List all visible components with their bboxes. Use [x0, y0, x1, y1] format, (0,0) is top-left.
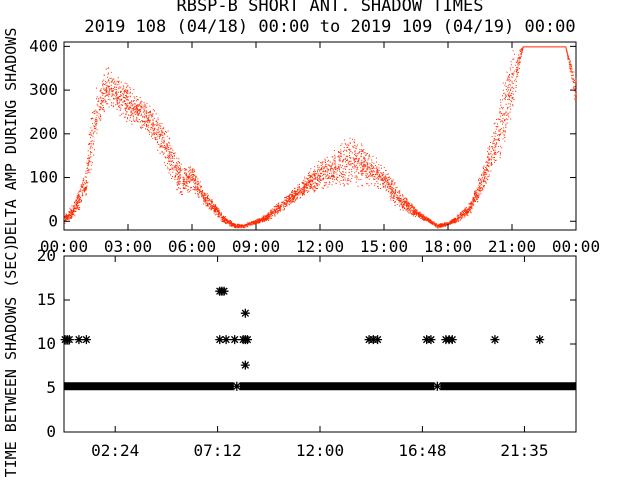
top-y-tick-label: 400	[29, 36, 58, 55]
bottom-x-tick-label: 21:35	[500, 441, 548, 460]
shadow-interval-point	[432, 381, 442, 391]
bottom-panel-frame	[63, 255, 577, 433]
bottom-x-tick-label: 12:00	[296, 441, 344, 460]
bottom-y-tick-label: 5	[46, 378, 56, 397]
shadow-interval-point	[219, 286, 229, 296]
top-x-tick-label: 06:00	[168, 237, 216, 256]
shadow-interval-point	[240, 360, 250, 370]
shadow-interval-point	[221, 335, 231, 345]
bottom-panel: 02:24 07:12 12:00 16:48 21:35 0 5 10 15 20 TIME B…	[2, 243, 577, 478]
top-x-tick-label: 09:00	[232, 237, 280, 256]
bottom-x-tick-label: 16:48	[398, 441, 446, 460]
chart-title: RBSP-B SHORT ANT. SHADOW TIMES	[176, 0, 483, 16]
top-x-tick-label: 21:00	[488, 237, 536, 256]
bottom-panel-axes: 02:24 07:12 12:00 16:48 21:35 0 5 10 15 20	[37, 246, 576, 460]
top-y-tick-label: 300	[29, 80, 58, 99]
shadow-interval-point	[447, 335, 457, 345]
top-panel: 00:00 03:00 06:00 09:00 12:00 15:00 18:00 21:00…	[2, 28, 600, 256]
top-panel-axes: 00:00 03:00 06:00 09:00 12:00 15:00 18:00 21:00…	[29, 36, 600, 256]
shadow-interval-point	[240, 308, 250, 318]
top-x-tick-label: 00:00	[552, 237, 600, 256]
bottom-panel-y-label: TIME BETWEEN SHADOWS (SEC)	[2, 243, 20, 478]
top-y-tick-label: 100	[29, 168, 58, 187]
top-y-tick-label: 200	[29, 124, 58, 143]
top-y-tick-label: 0	[48, 211, 58, 230]
shadow-interval-point	[490, 335, 500, 345]
shadow-interval-point	[230, 335, 240, 345]
bottom-y-tick-label: 15	[37, 290, 56, 309]
bottom-panel-scatter	[60, 286, 576, 391]
top-x-tick-label: 03:00	[104, 237, 152, 256]
chart-subtitle: 2019 108 (04/18) 00:00 to 2019 109 (04/1…	[84, 17, 575, 37]
top-x-tick-label: 15:00	[360, 237, 408, 256]
shadow-interval-point	[373, 335, 383, 345]
top-x-tick-label: 18:00	[424, 237, 472, 256]
bottom-x-tick-label: 07:12	[194, 441, 242, 460]
shadow-interval-point	[232, 381, 242, 391]
bottom-y-tick-label: 10	[37, 334, 56, 353]
top-panel-scatter	[64, 46, 577, 229]
shadow-interval-point	[426, 335, 436, 345]
shadow-interval-point	[535, 335, 545, 345]
baseline-points	[64, 382, 576, 391]
top-panel-points	[64, 46, 577, 229]
shadow-interval-point	[74, 335, 84, 345]
shadow-interval-point	[215, 335, 225, 345]
shadow-interval-point	[242, 335, 252, 345]
shadow-interval-point	[81, 335, 91, 345]
bottom-x-tick-label: 02:24	[91, 441, 139, 460]
bottom-y-tick-label: 0	[46, 422, 56, 441]
top-x-tick-label: 00:00	[40, 237, 88, 256]
top-panel-y-label: DELTA AMP DURING SHADOWS	[2, 28, 20, 245]
bottom-y-tick-label: 20	[37, 246, 56, 265]
shadow-interval-point	[64, 335, 74, 345]
top-x-tick-label: 12:00	[296, 237, 344, 256]
